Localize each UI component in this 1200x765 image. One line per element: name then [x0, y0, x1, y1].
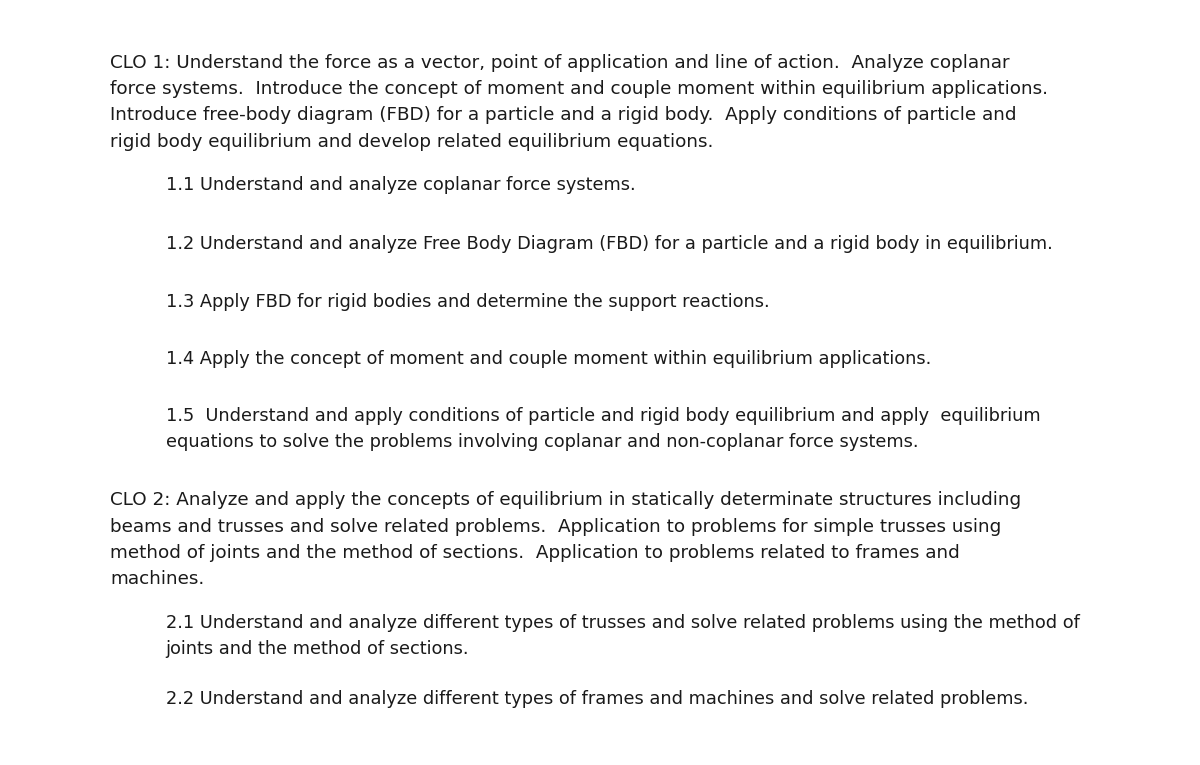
- Text: 2.2 Understand and analyze different types of frames and machines and solve rela: 2.2 Understand and analyze different typ…: [166, 690, 1028, 708]
- Text: CLO 2: Analyze and apply the concepts of equilibrium in statically determinate s: CLO 2: Analyze and apply the concepts of…: [110, 491, 1021, 588]
- Text: 1.1 Understand and analyze coplanar force systems.: 1.1 Understand and analyze coplanar forc…: [166, 176, 635, 194]
- Text: CLO 1: Understand the force as a vector, point of application and line of action: CLO 1: Understand the force as a vector,…: [110, 54, 1049, 151]
- Text: 1.5  Understand and apply conditions of particle and rigid body equilibrium and : 1.5 Understand and apply conditions of p…: [166, 407, 1040, 451]
- Text: 2.1 Understand and analyze different types of trusses and solve related problems: 2.1 Understand and analyze different typ…: [166, 614, 1080, 658]
- Text: 1.3 Apply FBD for rigid bodies and determine the support reactions.: 1.3 Apply FBD for rigid bodies and deter…: [166, 293, 769, 311]
- Text: 1.2 Understand and analyze Free Body Diagram (FBD) for a particle and a rigid bo: 1.2 Understand and analyze Free Body Dia…: [166, 235, 1052, 253]
- Text: 1.4 Apply the concept of moment and couple moment within equilibrium application: 1.4 Apply the concept of moment and coup…: [166, 350, 931, 368]
